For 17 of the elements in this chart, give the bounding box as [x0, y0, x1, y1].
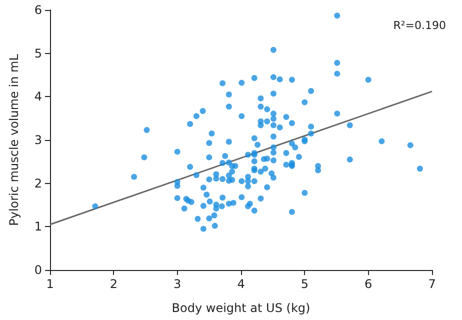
x-tick-label: 1 [46, 277, 54, 291]
x-tick-label: 2 [110, 277, 118, 291]
x-tick-label: 7 [428, 277, 436, 291]
y-tick-label: 4 [34, 90, 42, 104]
y-tick-label: 3 [34, 133, 42, 147]
y-tick-label: 5 [34, 46, 42, 60]
y-tick-label: 1 [34, 220, 42, 234]
y-tick-label: 0 [34, 263, 42, 277]
x-tick-label: 6 [364, 277, 372, 291]
x-tick-label: 5 [300, 277, 308, 291]
annotation: R²=0.190 [393, 19, 446, 32]
x-tick-label: 4 [237, 277, 245, 291]
x-tick-label: 3 [174, 277, 182, 291]
y-tick-label: 6 [34, 3, 42, 17]
y-axis-title: Pyloric muscle volume in mL [7, 54, 21, 226]
y-tick-label: 2 [34, 176, 42, 190]
x-axis-title: Body weight at US (kg) [172, 301, 310, 315]
